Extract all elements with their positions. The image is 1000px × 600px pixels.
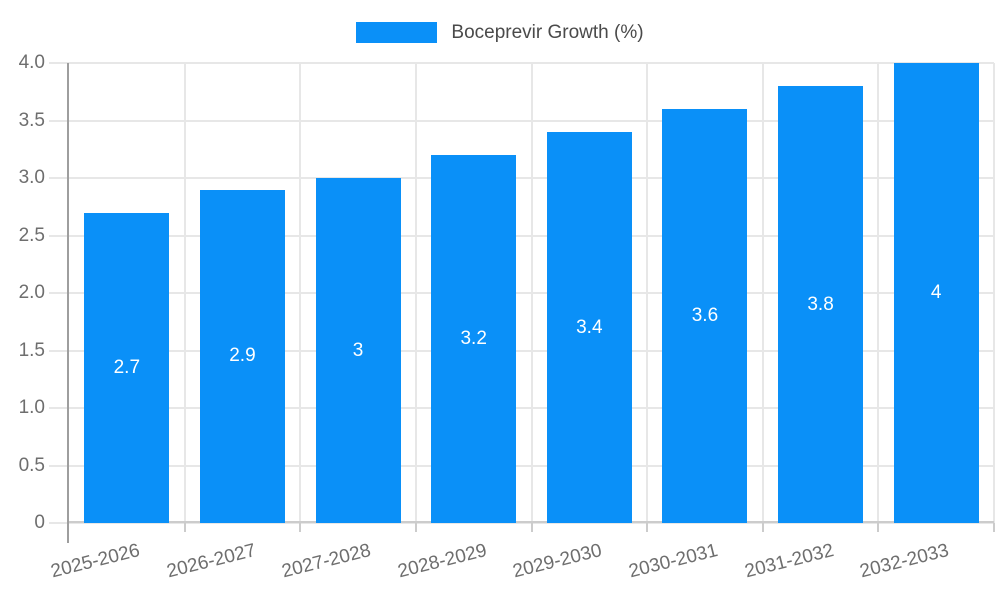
y-gridline — [49, 522, 994, 524]
bar-value-label: 3 — [352, 339, 364, 361]
x-axis-tick — [183, 523, 186, 532]
x-axis-tick — [761, 523, 764, 532]
bar[interactable]: 3 — [315, 178, 401, 523]
y-axis-tick-label: 3.0 — [18, 167, 45, 188]
x-axis-category-label: 2025-2026 — [48, 540, 142, 583]
x-axis-category-label: 2032-2033 — [858, 540, 952, 583]
bar-value-label: 2.7 — [113, 356, 141, 378]
x-axis-category-label: 2028-2029 — [395, 540, 489, 583]
y-gridline — [49, 349, 994, 352]
y-gridline — [49, 234, 994, 237]
bar-value-label: 3.2 — [460, 328, 487, 349]
x-axis-category-label: 2030-2031 — [626, 540, 721, 583]
y-gridline — [49, 292, 994, 294]
x-gridline — [414, 63, 417, 523]
y-axis-tick-label: 3.5 — [18, 109, 45, 131]
bar-value-label: 2.9 — [229, 345, 256, 367]
x-axis-tick — [414, 523, 417, 532]
bar-value-label: 3.4 — [576, 316, 603, 338]
bar[interactable]: 3.4 — [546, 132, 632, 523]
x-axis-tick — [993, 523, 995, 532]
bar[interactable]: 4 — [893, 63, 979, 523]
y-gridline — [49, 62, 994, 64]
x-axis-category-label: 2026-2027 — [164, 540, 258, 583]
x-axis-tick — [877, 523, 880, 532]
y-axis-tick-label: 1.0 — [18, 397, 45, 418]
x-axis-category-label: 2029-2030 — [511, 540, 605, 583]
x-gridline — [761, 63, 764, 523]
y-axis-tick-label: 0.5 — [18, 454, 45, 476]
bar-value-label: 3.6 — [691, 305, 719, 326]
y-gridline — [49, 407, 994, 409]
legend-label: Boceprevir Growth (%) — [451, 21, 644, 43]
x-gridline — [530, 63, 533, 523]
bar[interactable]: 2.7 — [84, 212, 170, 523]
y-gridline — [49, 464, 994, 467]
bar[interactable]: 2.9 — [199, 189, 285, 523]
x-axis-category-label: 2031-2032 — [742, 540, 836, 583]
x-gridline — [646, 63, 649, 523]
x-gridline — [299, 63, 302, 523]
x-axis-tick — [299, 523, 302, 532]
x-gridline — [993, 63, 995, 523]
legend-swatch — [356, 22, 438, 43]
y-axis-tick-label: 2.5 — [18, 224, 45, 246]
x-axis-line — [69, 521, 994, 523]
bar[interactable]: 3.2 — [431, 155, 517, 523]
x-axis-category-label: 2027-2028 — [279, 540, 374, 583]
x-axis-tick — [530, 523, 533, 532]
bar[interactable]: 3.8 — [778, 86, 864, 523]
y-gridline — [49, 177, 994, 179]
x-gridline — [183, 63, 186, 523]
bar-value-label: 4 — [930, 282, 942, 303]
x-gridline — [877, 63, 880, 523]
y-axis-line — [67, 63, 69, 543]
y-gridline — [49, 119, 994, 122]
bar-value-label: 3.8 — [807, 293, 834, 315]
y-axis-tick-label: 0 — [34, 512, 45, 533]
chart-legend: Boceprevir Growth (%) — [0, 20, 1000, 45]
y-axis-tick-label: 1.5 — [18, 339, 45, 361]
y-axis-tick-label: 2.0 — [18, 282, 45, 303]
y-axis-tick-label: 4.0 — [18, 52, 45, 73]
x-axis-tick — [646, 523, 649, 532]
bar[interactable]: 3.6 — [662, 109, 748, 523]
